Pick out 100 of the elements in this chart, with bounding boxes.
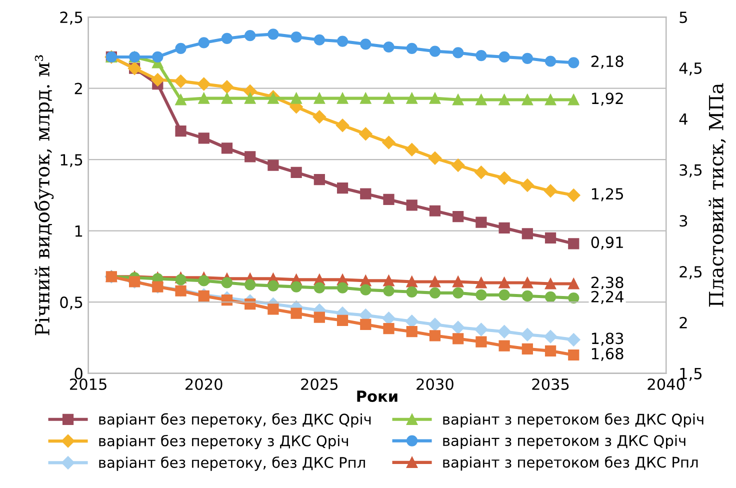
point <box>498 340 510 352</box>
x-tick-label: 2015 <box>70 378 106 390</box>
data-label: 1,25 <box>592 188 623 202</box>
point <box>221 92 233 104</box>
point <box>544 345 556 356</box>
point <box>175 285 186 296</box>
y2-tick-label: 4,5 <box>679 62 702 76</box>
point <box>290 281 302 292</box>
point <box>336 314 348 326</box>
point <box>174 74 188 88</box>
point <box>498 51 510 63</box>
point <box>383 285 394 296</box>
point <box>522 228 533 240</box>
point <box>544 232 556 244</box>
point <box>568 94 580 106</box>
y2-tick-label: 2,5 <box>680 266 702 280</box>
point <box>175 42 186 54</box>
point <box>476 50 487 62</box>
point <box>359 127 372 141</box>
point <box>314 92 325 104</box>
point <box>314 282 325 294</box>
point <box>198 37 210 48</box>
point <box>406 286 418 298</box>
point <box>476 216 487 228</box>
legend-label: варіант без перетоку, без ДКС Qріч <box>99 413 371 428</box>
y2-tick-label: 4 <box>679 114 688 125</box>
point <box>290 166 302 178</box>
legend-label: варіант без перетоку, без ДКС Рпл <box>99 456 365 471</box>
point <box>429 276 441 288</box>
point <box>474 322 488 336</box>
point <box>568 57 580 68</box>
point <box>290 92 302 104</box>
point <box>428 152 442 165</box>
point <box>175 126 186 137</box>
x-tick-label: 2040 <box>648 378 685 390</box>
y2-tick-label: 2 <box>680 316 687 328</box>
point <box>498 325 511 338</box>
point <box>336 36 348 47</box>
data-label: 1,83 <box>592 332 624 346</box>
point <box>221 142 233 154</box>
point <box>405 143 418 156</box>
point <box>360 38 372 50</box>
y-tick-label: 1 <box>75 225 82 237</box>
y-tick-label: 0,5 <box>60 296 82 310</box>
point <box>360 188 372 200</box>
point <box>568 278 580 290</box>
point <box>544 291 556 303</box>
legend-label: варіант з перетоком з ДКС Qріч <box>443 434 686 449</box>
point <box>244 30 256 42</box>
data-label: 2,18 <box>591 56 624 69</box>
x-tick-label: 2025 <box>301 378 338 390</box>
point <box>175 94 186 106</box>
point <box>406 276 418 288</box>
point <box>476 336 487 348</box>
point <box>244 279 256 290</box>
point <box>244 92 256 104</box>
point <box>498 222 510 234</box>
x-tick-label: 2020 <box>186 378 222 390</box>
point <box>268 160 279 171</box>
point <box>568 292 580 304</box>
point <box>360 92 372 104</box>
data-label: 1,68 <box>592 348 624 361</box>
x-axis-title: Роки <box>357 390 398 402</box>
point <box>290 31 302 43</box>
point <box>175 274 186 286</box>
point <box>197 77 210 91</box>
point <box>544 94 556 106</box>
point <box>452 158 465 172</box>
point <box>476 289 487 301</box>
point <box>151 73 164 86</box>
point <box>406 326 418 338</box>
point <box>336 282 348 294</box>
y-tick-label: 0 <box>74 368 82 380</box>
point <box>498 289 510 301</box>
point <box>476 277 487 288</box>
point <box>498 172 511 185</box>
point <box>568 349 580 361</box>
point <box>268 304 279 315</box>
point <box>360 318 372 330</box>
point <box>336 92 348 104</box>
legend-label: варіант без перетоку з ДКС Qріч <box>99 434 348 450</box>
point <box>452 211 464 222</box>
point <box>544 56 556 67</box>
point <box>429 330 441 342</box>
y2-tick-label: 3,5 <box>680 164 702 178</box>
point <box>336 182 348 194</box>
point <box>522 290 533 302</box>
y2-axis-title: Пластовий тиск, МПа <box>708 83 726 307</box>
data-label: 1,92 <box>592 92 623 106</box>
point <box>290 308 302 319</box>
point <box>314 174 325 186</box>
point <box>383 194 394 206</box>
point <box>268 28 279 40</box>
legend-label: варіант з перетоком без ДКС Рпл <box>443 456 698 471</box>
y2-tick-label: 5 <box>680 12 687 24</box>
point <box>498 94 510 106</box>
point <box>498 277 510 288</box>
point <box>429 46 441 57</box>
point <box>476 94 487 106</box>
point <box>567 333 580 346</box>
